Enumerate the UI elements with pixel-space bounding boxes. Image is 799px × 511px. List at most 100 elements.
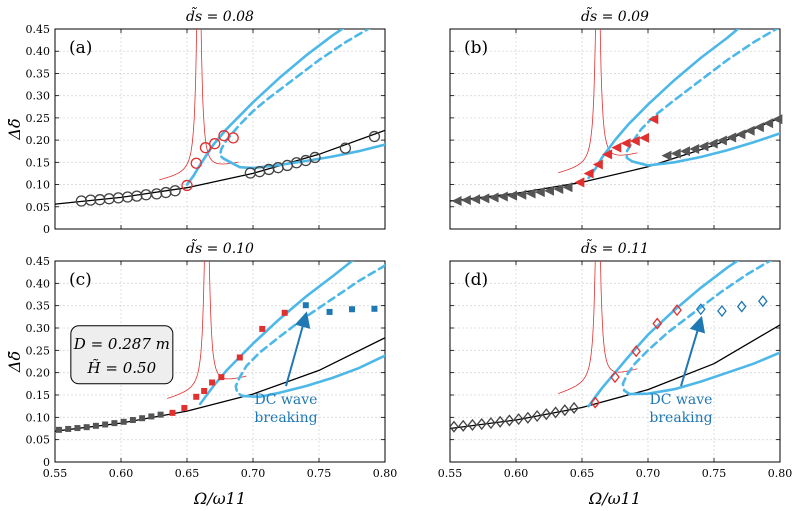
y-tick-label: 0.15 [26, 156, 51, 169]
y-tick-label: 0 [43, 223, 50, 236]
marker-black [753, 122, 764, 133]
x-tick-label: 0.60 [109, 467, 134, 480]
marker-red [209, 138, 221, 150]
marker-blue [695, 303, 706, 316]
markers [451, 114, 783, 206]
annotation-text: DC wave [255, 392, 318, 408]
marker-black [169, 185, 181, 197]
marker-black [707, 138, 718, 149]
x-tick-label: 0.75 [702, 467, 727, 480]
marker-red [672, 304, 682, 317]
annotation-arrow [285, 311, 311, 387]
marker-black [157, 411, 164, 418]
plot-frame [449, 260, 781, 463]
panel-label: (d) [464, 270, 488, 290]
marker-black [83, 424, 90, 431]
annotation-arrow [680, 315, 706, 387]
resonance-peak-curve [159, 29, 239, 181]
panel-label: (c) [69, 270, 92, 290]
y-tick-label: 0.45 [26, 255, 51, 268]
marker-black [458, 419, 469, 432]
marker-black [523, 411, 533, 424]
x-tick-label: 0.65 [175, 467, 200, 480]
panel-label: (b) [464, 38, 488, 58]
marker-black [670, 148, 681, 159]
marker-black [744, 125, 755, 136]
y-tick-label: 0.30 [26, 90, 51, 103]
marker-red [602, 149, 613, 160]
marker-black [560, 404, 570, 417]
marker-black [497, 191, 508, 202]
markers [55, 302, 378, 433]
info-box-line2: H̃ = 0.50 [87, 359, 157, 377]
marker-black [488, 192, 499, 203]
marker-red [193, 393, 200, 400]
marker-black [129, 417, 136, 424]
marker-red [199, 142, 212, 154]
plot-area [55, 261, 385, 432]
info-box [70, 325, 174, 385]
marker-red [629, 136, 640, 146]
markers [75, 130, 381, 207]
marker-black [139, 415, 146, 422]
markers [449, 295, 768, 433]
marker-black [532, 409, 542, 423]
unstable-branch [234, 264, 385, 398]
x-tick-label: 0.70 [636, 467, 661, 480]
marker-red [574, 177, 585, 188]
y-axis-label: Δδ̃ [5, 118, 24, 140]
marker-black [513, 413, 524, 426]
y-tick-label: 0.35 [26, 67, 51, 80]
marker-black [74, 425, 81, 432]
panel-label: (a) [69, 38, 92, 58]
marker-blue [371, 305, 378, 312]
marker-red [281, 309, 288, 316]
stable-branch-upper [185, 29, 345, 186]
marker-black [495, 415, 505, 428]
x-tick-label: 0.80 [768, 467, 793, 480]
marker-black [102, 421, 109, 428]
marker-black [726, 132, 737, 143]
marker-red [218, 374, 225, 381]
panel-b: d̃s = 0.09 (b) [449, 6, 783, 230]
unstable-branch [218, 29, 371, 161]
marker-black [111, 420, 118, 427]
marker-black [460, 195, 471, 206]
info-box-line1: D = 0.287 m [73, 335, 170, 353]
marker-red [236, 354, 243, 361]
marker-black [94, 194, 106, 206]
y-tick-label: 0 [43, 456, 50, 469]
marker-black [150, 188, 163, 200]
x-tick-label: 0.65 [570, 467, 595, 480]
marker-red [610, 371, 620, 384]
y-tick-label: 0.10 [26, 179, 51, 192]
marker-black [121, 191, 134, 203]
stable-branch-lower [241, 354, 385, 399]
y-tick-label: 0.05 [26, 201, 51, 214]
marker-black [735, 129, 746, 140]
y-tick-label: 0.25 [26, 344, 51, 357]
marker-red [209, 379, 216, 386]
linear-response-curve [450, 324, 780, 430]
x-axis-label: Ω/ω11 [193, 489, 246, 508]
marker-black [470, 194, 481, 205]
stable-branch-lower [222, 143, 385, 170]
marker-red [190, 157, 202, 169]
unstable-branch [621, 261, 773, 396]
unstable-branch [625, 29, 779, 163]
marker-red [169, 409, 176, 416]
plot-area [55, 29, 385, 205]
annotation-text: DC wave [650, 392, 713, 408]
marker-black [772, 114, 783, 125]
marker-black [160, 186, 172, 199]
x-tick-label: 0.75 [307, 467, 332, 480]
marker-black [525, 188, 536, 199]
y-tick-label: 0.40 [26, 277, 51, 290]
linear-response-curve [450, 117, 780, 202]
marker-black [75, 195, 88, 207]
marker-black [148, 413, 155, 420]
plot-area [450, 261, 780, 430]
panel-d: 0.55 0.60 0.65 0.70 0.75 0.80 d̃s = 0.11 Ω/ω11 D… [438, 238, 793, 508]
marker-black [763, 118, 774, 129]
